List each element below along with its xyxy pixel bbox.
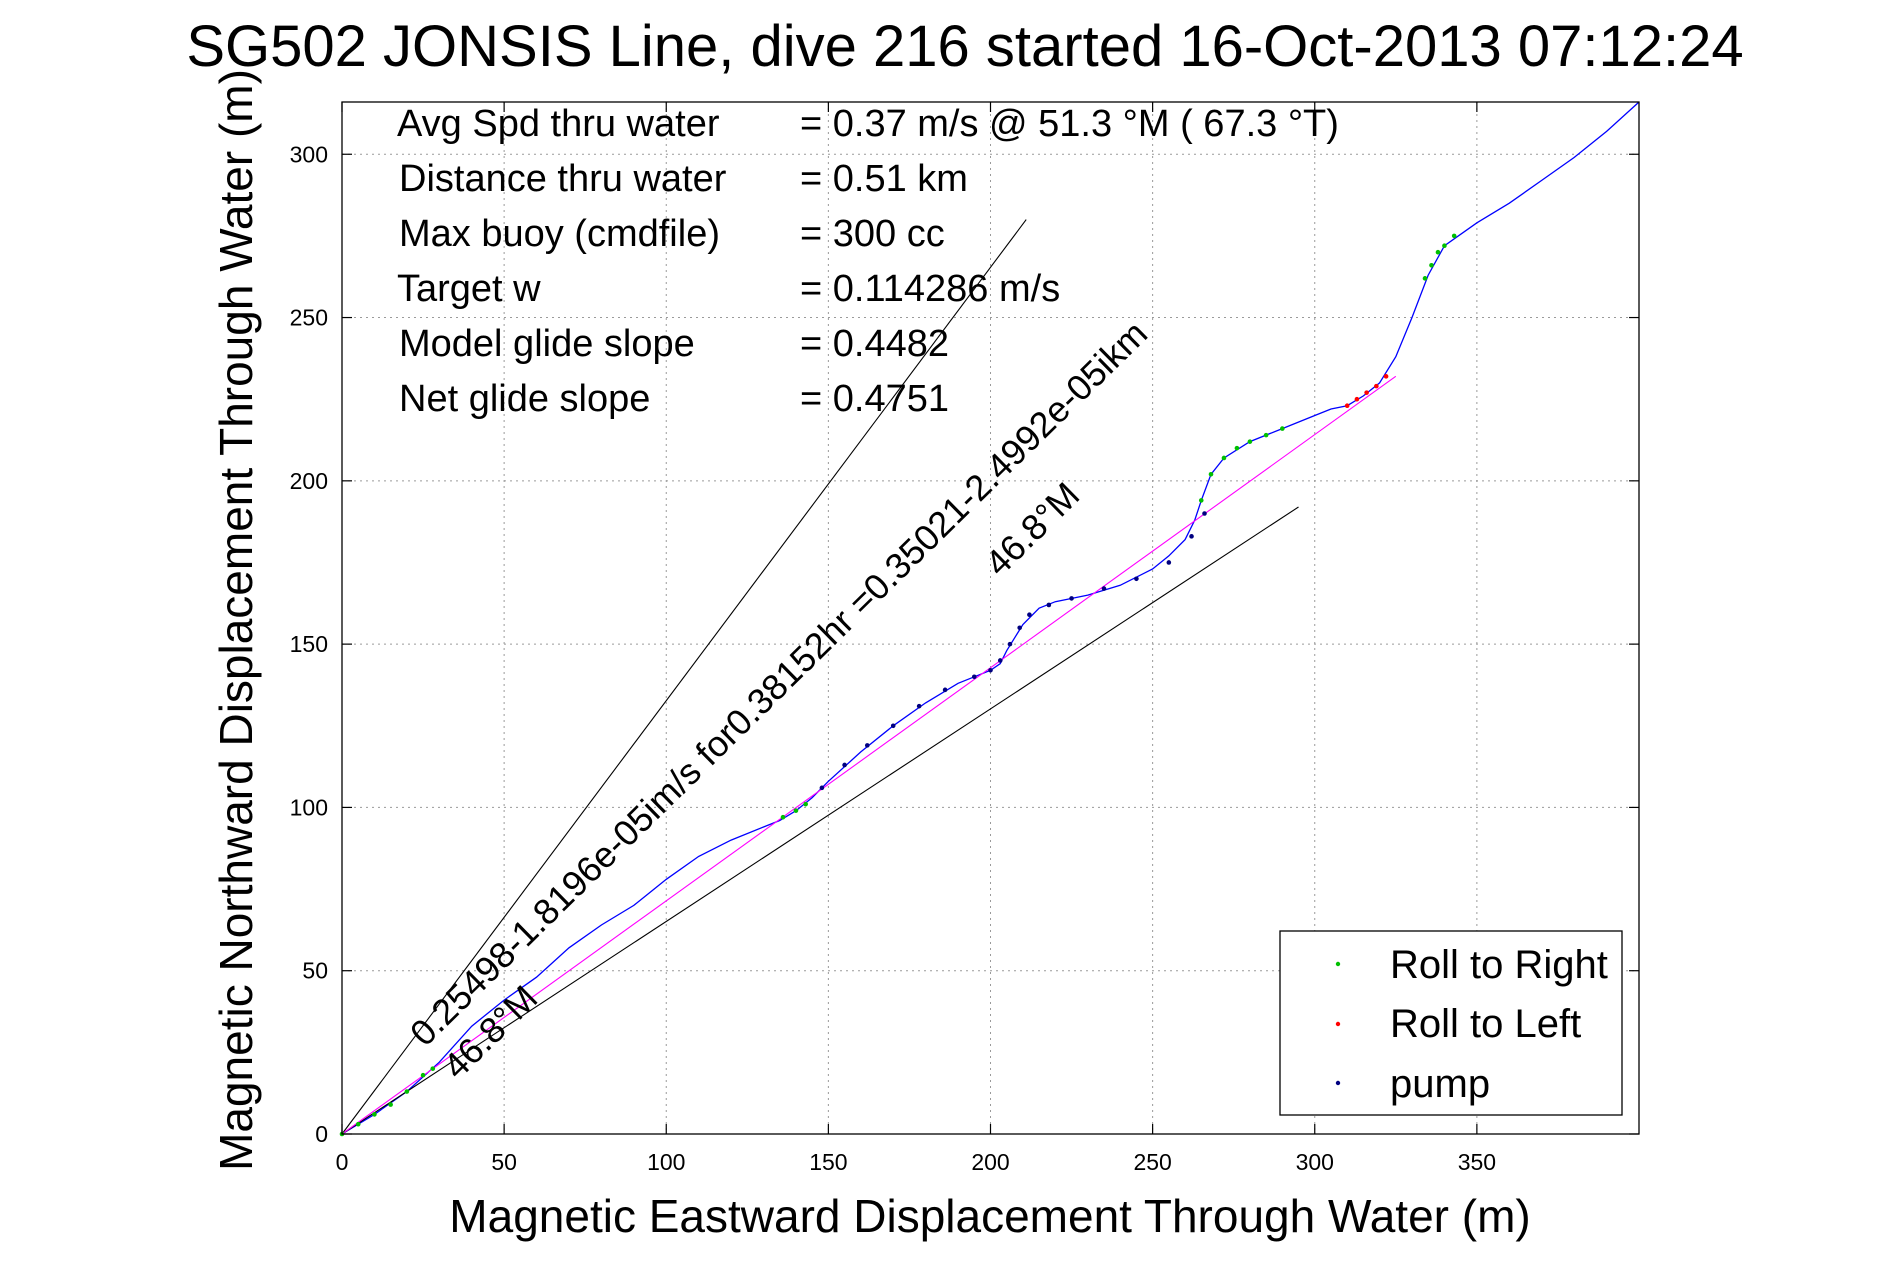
y-tick-label: 250: [290, 305, 328, 331]
info-label-target-w: Target w: [397, 268, 541, 310]
marker-pump: [988, 667, 993, 673]
x-tick-label: 150: [809, 1149, 847, 1175]
marker-pump: [1101, 586, 1107, 591]
info-label-net-glide: Net glide slope: [399, 378, 650, 420]
marker-roll-to-right: [803, 801, 808, 807]
legend-marker-roll-right: [1335, 961, 1341, 967]
marker-roll-to-right: [1435, 249, 1441, 255]
info-label-max-buoy: Max buoy (cmdfile): [399, 213, 720, 255]
chart-title: SG502 JONSIS Line, dive 216 started 16-O…: [186, 14, 1743, 79]
info-value-avg-spd: = 0.37 m/s @ 51.3 °M ( 67.3 °T): [800, 103, 1339, 145]
marker-pump: [890, 723, 896, 729]
legend-marker-roll-left: [1335, 1021, 1341, 1027]
marker-pump: [1017, 625, 1022, 631]
x-tick-label: 100: [647, 1149, 685, 1175]
legend-label-pump: pump: [1390, 1062, 1490, 1106]
series-lines: [341, 101, 1640, 1135]
x-tick-label: 0: [336, 1149, 349, 1175]
marker-pump: [864, 743, 870, 748]
marker-pump: [819, 785, 825, 791]
marker-roll-to-right: [420, 1072, 426, 1078]
marker-roll-to-left: [1364, 390, 1369, 395]
marker-pump: [1202, 511, 1207, 516]
info-value-max-buoy: = 300 cc: [800, 213, 945, 255]
marker-pump: [942, 687, 948, 693]
marker-pump: [1134, 576, 1139, 582]
x-tick-label: 50: [491, 1149, 517, 1175]
series-markers: [339, 233, 1457, 1137]
info-value-target-w: = 0.114286 m/s: [800, 268, 1060, 310]
marker-roll-to-right: [1247, 439, 1253, 444]
marker-roll-to-right: [1221, 455, 1227, 461]
marker-pump: [1027, 612, 1032, 618]
info-label-avg-spd: Avg Spd thru water: [397, 103, 720, 145]
marker-roll-to-right: [1429, 262, 1434, 268]
marker-roll-to-right: [1263, 432, 1269, 438]
x-tick-label: 350: [1458, 1149, 1496, 1175]
marker-pump: [842, 762, 847, 768]
series-line-net-track: [341, 375, 1397, 1135]
marker-roll-to-right: [793, 808, 799, 813]
marker-roll-to-left: [1354, 396, 1360, 402]
marker-pump: [1189, 534, 1194, 539]
grid-lines: [342, 102, 1639, 1134]
marker-pump: [1166, 560, 1172, 565]
series-line-lower-bound: [341, 506, 1299, 1135]
y-tick-label: 50: [302, 958, 328, 984]
marker-pump: [916, 703, 922, 709]
info-block: Avg Spd thru water = 0.37 m/s @ 51.3 °M …: [397, 103, 1339, 420]
info-label-model-glide: Model glide slope: [399, 323, 695, 365]
info-value-net-glide: = 0.4751: [800, 378, 949, 420]
axis-ticks: 0 50 100 150 200 250 300 350 0 50 100 150 200 250 300: [290, 102, 1639, 1175]
y-tick-label: 200: [290, 468, 328, 494]
y-axis-label: Magnetic Northward Displacement Through …: [210, 69, 262, 1171]
marker-roll-to-right: [1198, 498, 1204, 503]
marker-roll-to-right: [355, 1121, 361, 1127]
marker-pump: [971, 674, 977, 680]
marker-roll-to-right: [388, 1102, 393, 1107]
y-tick-label: 100: [290, 794, 328, 820]
x-axis-label: Magnetic Eastward Displacement Through W…: [449, 1190, 1530, 1242]
marker-roll-to-right: [404, 1089, 410, 1094]
marker-pump: [1046, 602, 1052, 608]
info-label-distance: Distance thru water: [399, 158, 727, 200]
x-tick-label: 250: [1133, 1149, 1171, 1175]
legend-label-roll-left: Roll to Left: [1390, 1002, 1581, 1046]
marker-roll-to-right: [1422, 276, 1428, 281]
marker-roll-to-left: [1374, 383, 1379, 389]
marker-roll-to-right: [1442, 243, 1447, 248]
legend-label-roll-right: Roll to Right: [1390, 943, 1608, 987]
marker-roll-to-right: [780, 814, 786, 820]
info-value-model-glide: = 0.4482: [800, 323, 949, 365]
marker-roll-to-left: [1383, 374, 1389, 379]
marker-pump: [1007, 641, 1013, 647]
marker-roll-to-right: [1280, 426, 1285, 431]
legend-marker-pump: [1335, 1080, 1341, 1086]
marker-roll-to-right: [1208, 472, 1214, 477]
marker-pump: [1069, 596, 1074, 601]
info-value-distance: = 0.51 km: [800, 158, 968, 200]
y-tick-label: 0: [315, 1121, 328, 1147]
series-line-upper-bound: [341, 219, 1027, 1135]
legend: Roll to Right Roll to Left pump: [1279, 930, 1623, 1116]
marker-roll-to-right: [1234, 445, 1240, 451]
y-tick-label: 300: [290, 141, 328, 167]
marker-roll-to-right: [372, 1112, 377, 1117]
series-line-track: [341, 101, 1640, 1135]
marker-pump: [997, 658, 1003, 663]
x-tick-label: 200: [971, 1149, 1009, 1175]
marker-roll-to-left: [1344, 403, 1350, 409]
y-tick-label: 150: [290, 631, 328, 657]
x-tick-label: 300: [1296, 1149, 1334, 1175]
marker-roll-to-right: [430, 1066, 436, 1071]
marker-roll-to-right: [1451, 233, 1457, 239]
